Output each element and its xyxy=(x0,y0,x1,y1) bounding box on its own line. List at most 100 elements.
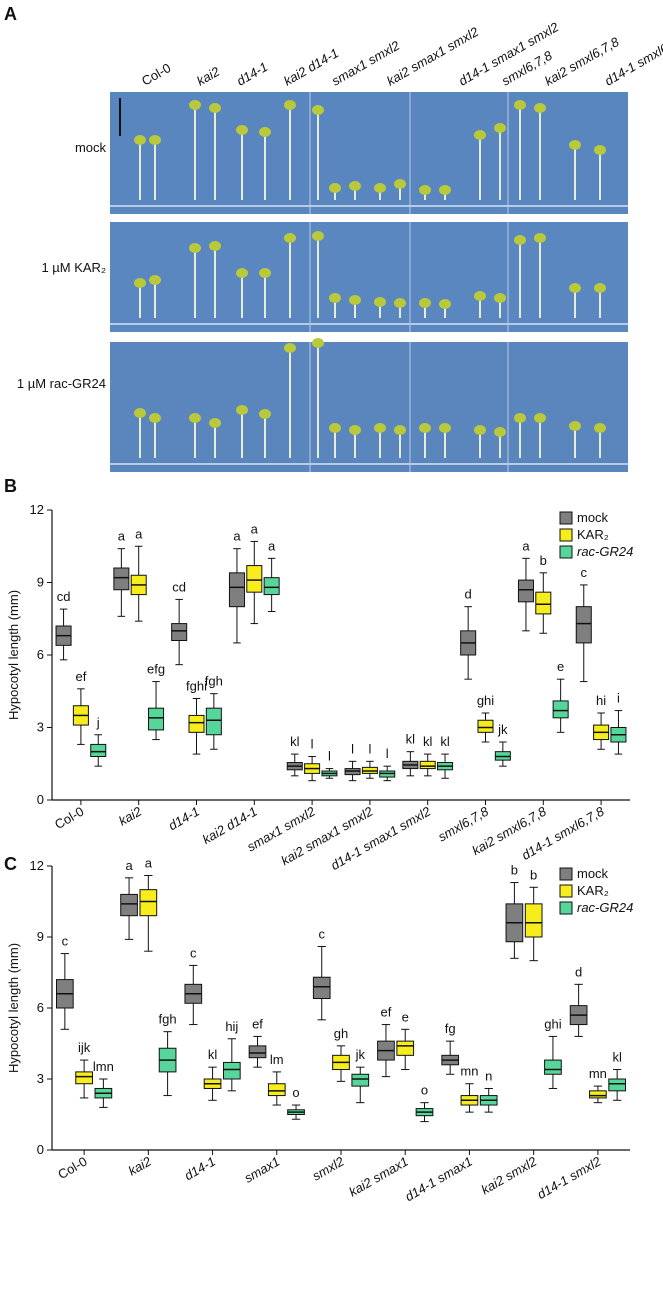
box xyxy=(524,903,543,938)
seedling xyxy=(439,299,451,309)
significance-letter: cd xyxy=(172,579,186,594)
x-tick-label: smax1 xyxy=(242,1154,283,1186)
seedling xyxy=(284,233,296,243)
seedling xyxy=(494,293,506,303)
box xyxy=(351,1073,370,1087)
seedling xyxy=(236,405,248,415)
y-tick-label: 12 xyxy=(30,502,44,517)
y-tick-label: 12 xyxy=(30,858,44,873)
significance-letter: ghi xyxy=(477,693,494,708)
seedling xyxy=(149,135,161,145)
seedling xyxy=(349,181,361,191)
box xyxy=(139,889,158,917)
significance-letter: e xyxy=(402,1009,409,1024)
box xyxy=(246,565,263,593)
significance-letter: kl xyxy=(440,734,450,749)
x-tick-label: Col-0 xyxy=(55,1154,89,1183)
seedling xyxy=(514,100,526,110)
significance-letter: a xyxy=(268,538,276,553)
significance-letter: o xyxy=(292,1085,299,1100)
y-tick-label: 9 xyxy=(37,929,44,944)
seedling xyxy=(134,278,146,288)
seedling xyxy=(419,298,431,308)
significance-letter: hij xyxy=(225,1019,238,1034)
significance-letter: a xyxy=(233,529,241,544)
y-tick-label: 3 xyxy=(37,720,44,735)
box xyxy=(589,1090,607,1099)
box xyxy=(535,591,552,615)
significance-letter: a xyxy=(145,855,153,870)
significance-letter: c xyxy=(318,926,325,941)
seedling xyxy=(134,408,146,418)
seedling xyxy=(189,243,201,253)
box xyxy=(544,1059,562,1075)
seedling xyxy=(394,425,406,435)
significance-letter: lmn xyxy=(93,1059,114,1074)
seedling xyxy=(394,179,406,189)
seedling xyxy=(534,103,546,113)
seedling-photo xyxy=(110,92,628,472)
legend-swatch xyxy=(559,867,573,881)
box xyxy=(75,1071,93,1085)
significance-letter: fghi xyxy=(186,679,207,694)
seedling xyxy=(534,413,546,423)
y-axis-label: Hypocotyl length (mm) xyxy=(6,590,21,720)
box xyxy=(552,700,569,719)
significance-letter: l xyxy=(351,741,354,756)
seedling xyxy=(134,135,146,145)
x-tick-label: kai2 xyxy=(116,803,145,828)
legend-swatch xyxy=(559,528,573,542)
significance-letter: hi xyxy=(596,693,606,708)
photo-plate xyxy=(110,222,628,332)
significance-letter: j xyxy=(96,715,100,730)
seedling xyxy=(209,241,221,251)
significance-letter: i xyxy=(617,691,620,706)
seedling xyxy=(209,103,221,113)
significance-letter: d xyxy=(465,587,472,602)
box xyxy=(419,760,436,770)
panel-label: C xyxy=(4,854,17,874)
genotype-label: kai2 xyxy=(194,63,223,88)
significance-letter: kl xyxy=(290,734,300,749)
seedling xyxy=(312,338,324,348)
significance-letter: lm xyxy=(270,1052,284,1067)
y-tick-label: 0 xyxy=(37,1142,44,1157)
significance-letter: b xyxy=(540,553,547,568)
condition-label: 1 µM KAR₂ xyxy=(41,260,106,275)
box xyxy=(263,577,280,596)
seedling xyxy=(474,130,486,140)
x-tick-label: Col-0 xyxy=(52,804,86,833)
significance-letter: ef xyxy=(75,669,86,684)
significance-letter: fgh xyxy=(159,1012,177,1027)
x-tick-label: d14-1 xyxy=(182,1154,218,1184)
box xyxy=(188,714,205,733)
seedling xyxy=(394,298,406,308)
legend-label: KAR₂ xyxy=(577,883,609,898)
significance-letter: cd xyxy=(57,589,71,604)
legend-swatch xyxy=(559,545,573,559)
significance-letter: n xyxy=(485,1068,492,1083)
legend-label: rac-GR24 xyxy=(577,900,633,915)
significance-letter: o xyxy=(421,1083,428,1098)
seedling xyxy=(189,413,201,423)
x-tick-label: kai2 smxl2 xyxy=(478,1153,539,1197)
significance-letter: e xyxy=(557,659,564,674)
seedling xyxy=(236,268,248,278)
box xyxy=(312,976,331,1000)
significance-letter: l xyxy=(328,749,331,764)
box xyxy=(477,719,494,733)
seedling xyxy=(494,123,506,133)
significance-letter: d xyxy=(575,964,582,979)
significance-letter: a xyxy=(118,529,126,544)
y-tick-label: 0 xyxy=(37,792,44,807)
genotype-label: Col-0 xyxy=(139,60,173,89)
x-tick-label: d14-1 smax1 smxl2 xyxy=(328,803,434,873)
seedling xyxy=(569,421,581,431)
seedling xyxy=(569,283,581,293)
significance-letter: mn xyxy=(589,1066,607,1081)
seedling xyxy=(374,183,386,193)
seedling xyxy=(474,291,486,301)
seedling xyxy=(149,275,161,285)
y-tick-label: 6 xyxy=(37,1000,44,1015)
seedling xyxy=(329,183,341,193)
